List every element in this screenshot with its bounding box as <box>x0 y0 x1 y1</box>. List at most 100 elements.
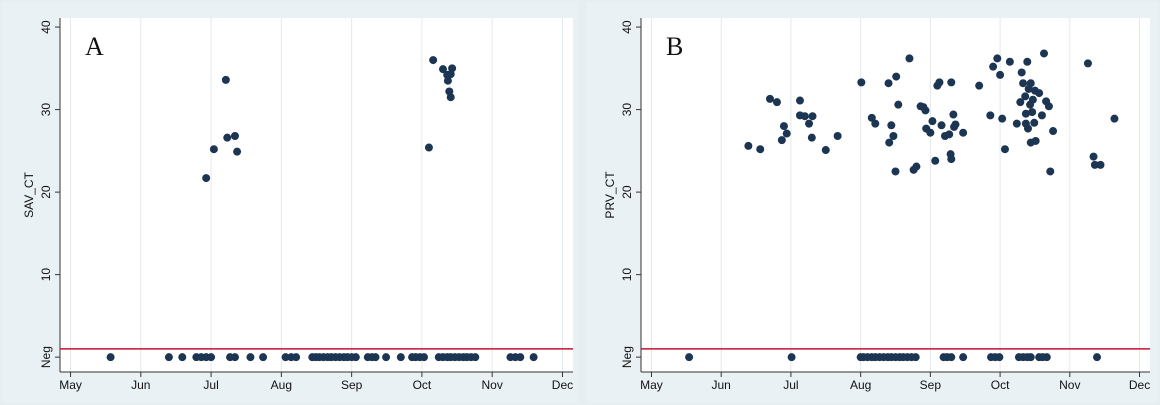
x-tick-label: Nov <box>1059 378 1080 392</box>
point <box>223 133 232 142</box>
point <box>207 353 216 362</box>
point <box>937 121 946 130</box>
point <box>926 128 935 137</box>
point <box>935 78 944 87</box>
point <box>975 81 984 90</box>
x-tick-label: Jun <box>131 378 150 392</box>
x-tick-label: Jun <box>712 378 731 392</box>
point <box>178 353 187 362</box>
plot-area <box>60 18 573 372</box>
point <box>292 353 301 362</box>
y-tick-label: Neg <box>620 346 634 368</box>
point <box>420 353 429 362</box>
point <box>1046 167 1055 176</box>
point <box>230 132 239 140</box>
x-tick-label: Jul <box>783 378 798 392</box>
point <box>756 145 765 154</box>
point <box>808 112 817 121</box>
point <box>947 78 956 87</box>
point <box>889 132 898 140</box>
y-tick-label: 20 <box>39 185 53 199</box>
point <box>867 113 876 122</box>
point <box>928 117 937 126</box>
x-tick-label: Dec <box>1129 378 1150 392</box>
point <box>529 353 538 362</box>
x-tick-label: Sep <box>920 378 942 392</box>
point <box>371 353 380 362</box>
point <box>833 132 842 140</box>
x-tick-label: Oct <box>991 378 1010 392</box>
point <box>446 93 455 102</box>
point <box>892 72 901 81</box>
point <box>516 353 525 362</box>
plot-area <box>641 18 1150 372</box>
point <box>993 54 1002 63</box>
panel: May Jun Jul Aug Sep Oct Nov Dec Neg 10 20 30 40 SAV_C… <box>2 2 578 403</box>
point <box>959 128 968 137</box>
point <box>106 353 115 362</box>
point <box>1040 49 1049 58</box>
point <box>209 145 218 154</box>
point <box>871 119 880 128</box>
y-tick-label: 30 <box>39 103 53 117</box>
point <box>807 133 816 142</box>
point <box>787 353 796 362</box>
point <box>1023 57 1032 66</box>
point <box>443 76 452 85</box>
point <box>777 136 786 145</box>
point <box>894 100 903 109</box>
point <box>446 70 455 79</box>
x-tick-label: Sep <box>341 378 363 392</box>
point <box>995 353 1004 362</box>
y-tick-label: Neg <box>39 346 53 368</box>
point <box>905 54 914 63</box>
point <box>1026 79 1035 88</box>
point <box>891 167 900 176</box>
y-tick-label: 30 <box>620 103 634 117</box>
y-tick-label: 40 <box>620 20 634 34</box>
point <box>1005 57 1014 66</box>
point <box>947 155 956 164</box>
y-tick-label: 10 <box>620 268 634 282</box>
point <box>471 353 480 362</box>
point <box>950 122 959 131</box>
point <box>1000 145 1009 154</box>
point <box>1028 108 1037 117</box>
point <box>945 130 954 139</box>
point <box>949 110 958 119</box>
point <box>795 96 804 105</box>
x-tick-label: Oct <box>413 378 432 392</box>
panel: May Jun Jul Aug Sep Oct Nov Dec Neg 10 20 30 40 PRV_C… <box>587 2 1158 403</box>
point <box>1016 98 1025 107</box>
point <box>1089 152 1098 161</box>
y-tick-label: 20 <box>620 185 634 199</box>
point <box>1028 95 1037 104</box>
point <box>221 75 230 84</box>
point <box>986 111 995 120</box>
point <box>1042 353 1051 362</box>
x-tick-label: May <box>640 378 663 392</box>
point <box>1096 160 1105 169</box>
point <box>998 114 1007 123</box>
point <box>947 353 956 362</box>
y-axis-label: PRV_CT <box>603 171 617 219</box>
point <box>230 353 239 362</box>
point <box>744 141 753 150</box>
point <box>1021 109 1030 118</box>
point <box>931 156 940 165</box>
point <box>396 353 405 362</box>
point <box>1093 353 1102 362</box>
point <box>1037 111 1046 120</box>
y-tick-label: 40 <box>39 20 53 34</box>
y-axis-label: SAV_CT <box>22 171 36 217</box>
point <box>164 353 173 362</box>
point <box>382 353 391 362</box>
point <box>1021 92 1030 101</box>
point <box>259 353 268 362</box>
panel-label: B <box>666 32 683 61</box>
point <box>921 106 930 115</box>
point <box>800 112 809 121</box>
point <box>805 119 814 128</box>
point <box>1023 124 1032 133</box>
